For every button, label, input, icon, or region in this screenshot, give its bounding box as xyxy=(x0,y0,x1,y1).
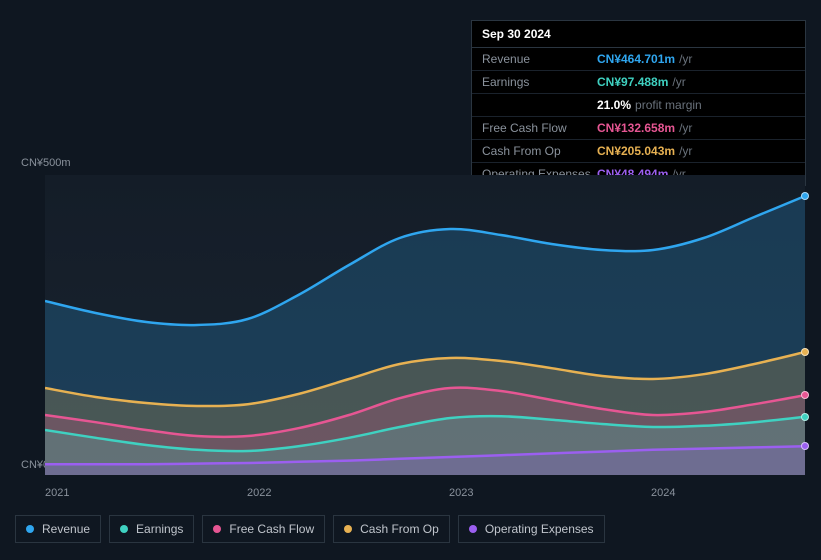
chart-svg xyxy=(45,175,805,475)
legend-label: Free Cash Flow xyxy=(229,522,314,536)
legend-marker-icon xyxy=(469,525,477,533)
tooltip-row: EarningsCN¥97.488m/yr xyxy=(472,71,805,94)
tooltip-row-value: 21.0%profit margin xyxy=(597,98,702,112)
chart-legend: Revenue Earnings Free Cash Flow Cash From O… xyxy=(15,515,605,543)
tooltip-rows: RevenueCN¥464.701m/yrEarningsCN¥97.488m/… xyxy=(472,48,805,185)
series-end-dot xyxy=(801,413,809,421)
legend-label: Earnings xyxy=(136,522,183,536)
legend-label: Revenue xyxy=(42,522,90,536)
ytick-top: CN¥500m xyxy=(21,157,71,169)
xtick: 2024 xyxy=(651,487,675,499)
legend-marker-icon xyxy=(344,525,352,533)
tooltip-row-value: CN¥97.488m/yr xyxy=(597,75,686,89)
tooltip-row: Free Cash FlowCN¥132.658m/yr xyxy=(472,117,805,140)
legend-item[interactable]: Revenue xyxy=(15,515,101,543)
tooltip-date: Sep 30 2024 xyxy=(472,21,805,48)
tooltip-row-label xyxy=(482,98,597,112)
legend-marker-icon xyxy=(120,525,128,533)
legend-marker-icon xyxy=(26,525,34,533)
data-tooltip: Sep 30 2024 RevenueCN¥464.701m/yrEarning… xyxy=(471,20,806,186)
tooltip-row-label: Earnings xyxy=(482,75,597,89)
legend-item[interactable]: Operating Expenses xyxy=(458,515,605,543)
tooltip-row-label: Cash From Op xyxy=(482,144,597,158)
tooltip-row: RevenueCN¥464.701m/yr xyxy=(472,48,805,71)
series-end-dot xyxy=(801,348,809,356)
legend-label: Operating Expenses xyxy=(485,522,594,536)
chart-plot-area[interactable] xyxy=(45,175,805,475)
xtick: 2023 xyxy=(449,487,473,499)
legend-marker-icon xyxy=(213,525,221,533)
tooltip-row: Cash From OpCN¥205.043m/yr xyxy=(472,140,805,163)
tooltip-row-value: CN¥132.658m/yr xyxy=(597,121,692,135)
tooltip-row-label: Revenue xyxy=(482,52,597,66)
tooltip-row: 21.0%profit margin xyxy=(472,94,805,117)
series-end-dot xyxy=(801,391,809,399)
series-end-dot xyxy=(801,442,809,450)
tooltip-row-label: Free Cash Flow xyxy=(482,121,597,135)
legend-item[interactable]: Free Cash Flow xyxy=(202,515,325,543)
legend-item[interactable]: Earnings xyxy=(109,515,194,543)
tooltip-row-value: CN¥205.043m/yr xyxy=(597,144,692,158)
series-end-dot xyxy=(801,192,809,200)
legend-item[interactable]: Cash From Op xyxy=(333,515,450,543)
legend-label: Cash From Op xyxy=(360,522,439,536)
xtick: 2022 xyxy=(247,487,271,499)
tooltip-row-value: CN¥464.701m/yr xyxy=(597,52,692,66)
xtick: 2021 xyxy=(45,487,69,499)
